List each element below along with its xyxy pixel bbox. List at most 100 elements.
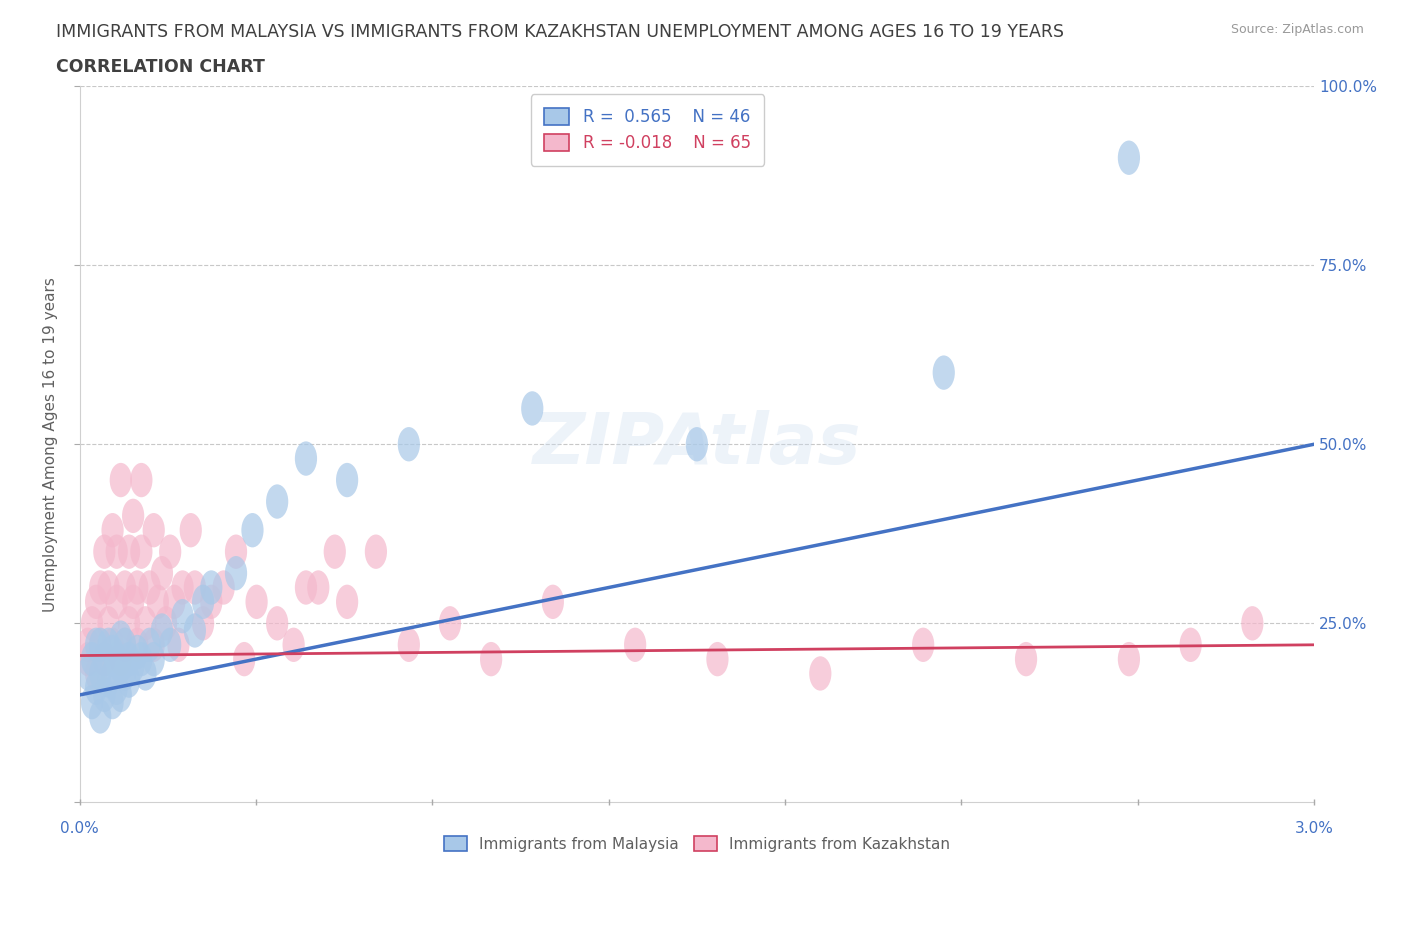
- Ellipse shape: [110, 620, 132, 655]
- Ellipse shape: [118, 535, 141, 569]
- Ellipse shape: [932, 355, 955, 390]
- Ellipse shape: [212, 570, 235, 605]
- Ellipse shape: [266, 485, 288, 519]
- Ellipse shape: [114, 628, 136, 662]
- Ellipse shape: [114, 570, 136, 605]
- Ellipse shape: [266, 606, 288, 641]
- Ellipse shape: [479, 642, 502, 676]
- Ellipse shape: [84, 671, 107, 705]
- Ellipse shape: [84, 585, 107, 619]
- Ellipse shape: [131, 642, 152, 676]
- Ellipse shape: [200, 585, 222, 619]
- Ellipse shape: [283, 628, 305, 662]
- Ellipse shape: [295, 442, 318, 476]
- Ellipse shape: [105, 671, 128, 705]
- Ellipse shape: [131, 463, 152, 498]
- Ellipse shape: [336, 463, 359, 498]
- Ellipse shape: [172, 599, 194, 633]
- Ellipse shape: [89, 657, 111, 691]
- Text: CORRELATION CHART: CORRELATION CHART: [56, 58, 266, 75]
- Ellipse shape: [101, 657, 124, 691]
- Ellipse shape: [142, 642, 165, 676]
- Ellipse shape: [101, 635, 124, 670]
- Ellipse shape: [93, 642, 115, 676]
- Ellipse shape: [398, 427, 420, 461]
- Ellipse shape: [200, 570, 222, 605]
- Ellipse shape: [541, 585, 564, 619]
- Ellipse shape: [77, 642, 98, 676]
- Ellipse shape: [110, 642, 132, 676]
- Ellipse shape: [242, 513, 263, 548]
- Ellipse shape: [167, 628, 190, 662]
- Ellipse shape: [159, 628, 181, 662]
- Ellipse shape: [82, 684, 103, 719]
- Ellipse shape: [110, 649, 132, 684]
- Ellipse shape: [150, 556, 173, 591]
- Ellipse shape: [150, 613, 173, 647]
- Ellipse shape: [101, 684, 124, 719]
- Ellipse shape: [114, 628, 136, 662]
- Ellipse shape: [110, 463, 132, 498]
- Ellipse shape: [135, 606, 156, 641]
- Ellipse shape: [180, 513, 202, 548]
- Ellipse shape: [336, 585, 359, 619]
- Ellipse shape: [89, 628, 111, 662]
- Ellipse shape: [97, 628, 120, 662]
- Ellipse shape: [912, 628, 934, 662]
- Ellipse shape: [686, 427, 709, 461]
- Ellipse shape: [172, 570, 194, 605]
- Ellipse shape: [1118, 642, 1140, 676]
- Ellipse shape: [138, 570, 160, 605]
- Ellipse shape: [138, 628, 160, 662]
- Ellipse shape: [97, 663, 120, 698]
- Ellipse shape: [159, 535, 181, 569]
- Ellipse shape: [193, 585, 214, 619]
- Text: ZIPAtlas: ZIPAtlas: [533, 410, 860, 479]
- Text: IMMIGRANTS FROM MALAYSIA VS IMMIGRANTS FROM KAZAKHSTAN UNEMPLOYMENT AMONG AGES 1: IMMIGRANTS FROM MALAYSIA VS IMMIGRANTS F…: [56, 23, 1064, 41]
- Text: 3.0%: 3.0%: [1295, 821, 1333, 836]
- Ellipse shape: [89, 699, 111, 734]
- Ellipse shape: [122, 498, 145, 533]
- Ellipse shape: [131, 535, 152, 569]
- Ellipse shape: [82, 642, 103, 676]
- Ellipse shape: [118, 663, 141, 698]
- Ellipse shape: [77, 628, 98, 662]
- Ellipse shape: [77, 657, 98, 691]
- Ellipse shape: [225, 535, 247, 569]
- Ellipse shape: [307, 570, 329, 605]
- Ellipse shape: [135, 657, 156, 691]
- Ellipse shape: [118, 606, 141, 641]
- Ellipse shape: [624, 628, 647, 662]
- Ellipse shape: [89, 628, 111, 662]
- Ellipse shape: [97, 570, 120, 605]
- Ellipse shape: [225, 556, 247, 591]
- Ellipse shape: [97, 606, 120, 641]
- Ellipse shape: [89, 570, 111, 605]
- Ellipse shape: [295, 570, 318, 605]
- Ellipse shape: [184, 570, 205, 605]
- Ellipse shape: [101, 628, 124, 662]
- Ellipse shape: [105, 642, 128, 676]
- Ellipse shape: [1241, 606, 1264, 641]
- Ellipse shape: [323, 535, 346, 569]
- Ellipse shape: [122, 649, 145, 684]
- Ellipse shape: [110, 678, 132, 712]
- Ellipse shape: [1180, 628, 1202, 662]
- Ellipse shape: [146, 585, 169, 619]
- Ellipse shape: [118, 642, 141, 676]
- Ellipse shape: [142, 513, 165, 548]
- Ellipse shape: [522, 392, 543, 426]
- Ellipse shape: [439, 606, 461, 641]
- Ellipse shape: [1118, 140, 1140, 175]
- Ellipse shape: [127, 570, 149, 605]
- Ellipse shape: [84, 657, 107, 691]
- Ellipse shape: [82, 606, 103, 641]
- Ellipse shape: [706, 642, 728, 676]
- Ellipse shape: [142, 628, 165, 662]
- Ellipse shape: [127, 628, 149, 662]
- Ellipse shape: [114, 657, 136, 691]
- Ellipse shape: [364, 535, 387, 569]
- Ellipse shape: [193, 606, 214, 641]
- Ellipse shape: [810, 657, 831, 691]
- Ellipse shape: [184, 613, 205, 647]
